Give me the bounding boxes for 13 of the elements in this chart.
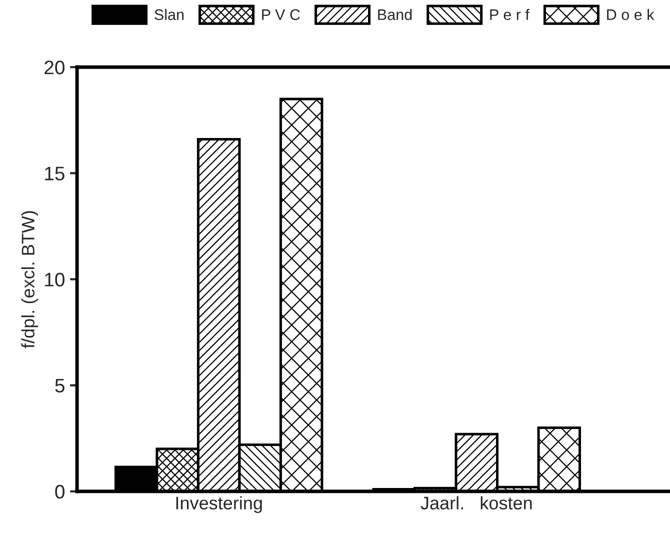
y-tick-label: 10 — [45, 272, 64, 286]
y-tick-label: 15 — [45, 166, 64, 180]
y-tick-label: 20 — [44, 60, 64, 74]
y-tick-label: 0 — [55, 484, 64, 499]
y-axis-title: f/dpl. (excl. BTW) — [21, 211, 38, 348]
legend-label: D o e k — [607, 8, 654, 20]
legend-label: P e r f — [490, 8, 530, 20]
legend-label: P V C — [262, 9, 300, 20]
y-tick-label: 5 — [55, 378, 64, 393]
x-tick-label: Investering — [176, 496, 262, 514]
legend-label: Band — [378, 8, 412, 20]
x-tick-label: Jaarl. kosten — [420, 496, 532, 510]
legend-label: Slan — [154, 8, 184, 20]
